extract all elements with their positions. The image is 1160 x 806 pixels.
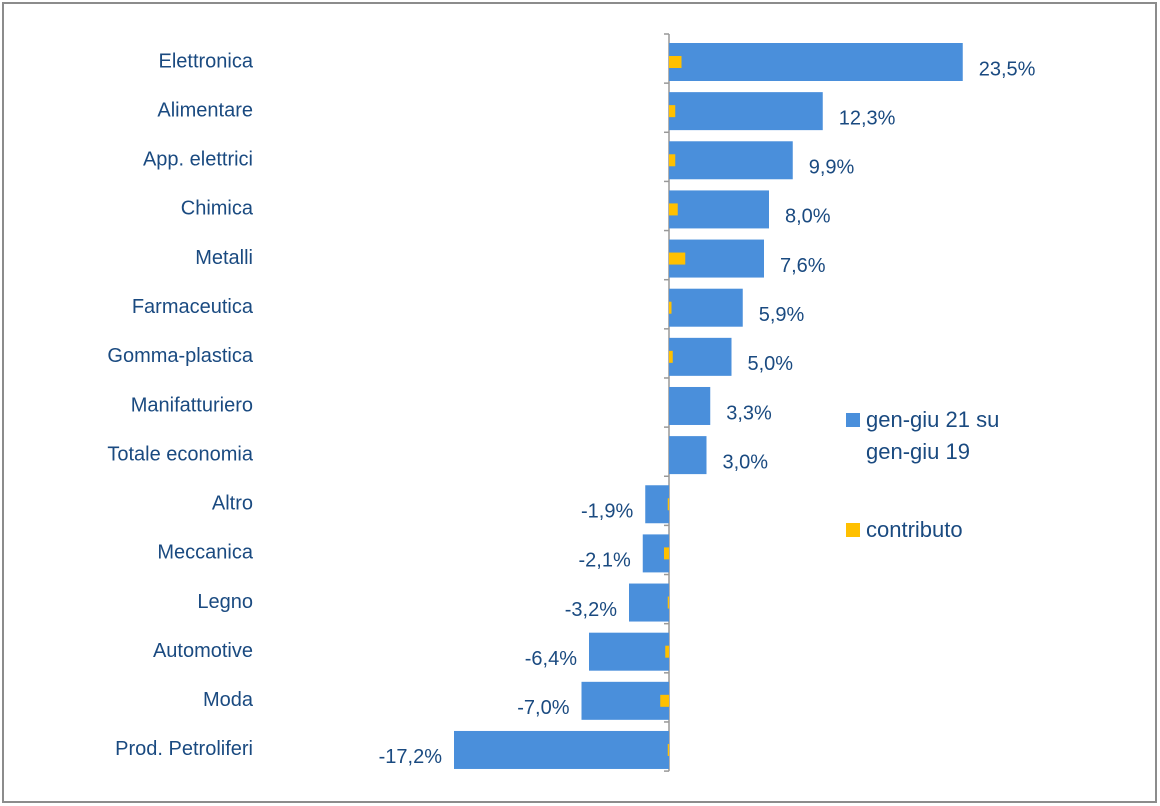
legend-swatch bbox=[846, 413, 860, 427]
bar bbox=[669, 288, 743, 327]
value-label: 23,5% bbox=[979, 58, 1036, 80]
contribution-bar bbox=[667, 596, 669, 609]
contribution-bar bbox=[669, 252, 686, 265]
bar bbox=[669, 386, 711, 425]
contribution-bar bbox=[664, 547, 669, 560]
bar bbox=[669, 141, 793, 180]
bar bbox=[669, 337, 732, 376]
bar bbox=[669, 190, 769, 229]
value-label: 3,3% bbox=[726, 402, 772, 424]
category-label: Totale economia bbox=[107, 443, 254, 465]
contribution-bar bbox=[669, 350, 673, 363]
contribution-bar bbox=[660, 694, 669, 707]
contribution-bar bbox=[669, 301, 672, 314]
category-label: Meccanica bbox=[157, 542, 253, 564]
contribution-bar bbox=[669, 56, 682, 68]
bar bbox=[669, 436, 707, 475]
value-label: 3,0% bbox=[723, 451, 769, 473]
value-label: 12,3% bbox=[839, 107, 896, 129]
category-label: Farmaceutica bbox=[132, 296, 254, 318]
category-label: Metalli bbox=[195, 247, 253, 269]
category-label: Altro bbox=[212, 493, 253, 515]
category-label: Chimica bbox=[181, 198, 254, 220]
value-label: 5,0% bbox=[748, 353, 794, 375]
bar bbox=[645, 485, 669, 524]
legend-swatch bbox=[846, 523, 860, 537]
legend-item: contributo bbox=[846, 514, 1046, 546]
category-label: Automotive bbox=[153, 640, 253, 662]
bar bbox=[669, 43, 963, 81]
category-label: Elettronica bbox=[159, 50, 254, 72]
legend: gen-giu 21 su gen-giu 19 contributo bbox=[846, 404, 1046, 592]
value-label: 5,9% bbox=[759, 304, 805, 326]
contribution-bar bbox=[669, 203, 678, 216]
value-label: -1,9% bbox=[581, 501, 633, 523]
contribution-bar bbox=[667, 498, 669, 511]
category-label: App. elettrici bbox=[143, 149, 253, 171]
category-label: Prod. Petroliferi bbox=[115, 738, 253, 760]
value-label: 9,9% bbox=[809, 157, 855, 179]
contribution-bar bbox=[667, 743, 669, 756]
contribution-bar bbox=[669, 105, 676, 118]
category-label: Legno bbox=[197, 591, 253, 613]
value-label: -17,2% bbox=[379, 746, 443, 768]
bar bbox=[629, 583, 669, 622]
value-label: -7,0% bbox=[517, 697, 569, 719]
legend-item: gen-giu 21 su gen-giu 19 bbox=[846, 404, 1046, 468]
value-label: 8,0% bbox=[785, 206, 831, 228]
contribution-bar bbox=[665, 645, 669, 658]
value-label: -3,2% bbox=[565, 599, 617, 621]
contribution-bar bbox=[669, 154, 676, 167]
category-label: Moda bbox=[203, 689, 254, 711]
bar bbox=[669, 92, 823, 131]
legend-label: contributo bbox=[866, 517, 963, 542]
category-label: Manifatturiero bbox=[131, 394, 253, 416]
value-label: 7,6% bbox=[780, 255, 826, 277]
value-label: -6,4% bbox=[525, 648, 577, 670]
category-label: Alimentare bbox=[157, 99, 253, 121]
legend-label: gen-giu 21 su gen-giu 19 bbox=[866, 407, 1000, 464]
bar bbox=[454, 730, 669, 769]
value-label: -2,1% bbox=[579, 550, 631, 572]
bar bbox=[589, 632, 669, 671]
bar bbox=[581, 681, 669, 720]
category-label: Gomma-plastica bbox=[107, 345, 253, 367]
